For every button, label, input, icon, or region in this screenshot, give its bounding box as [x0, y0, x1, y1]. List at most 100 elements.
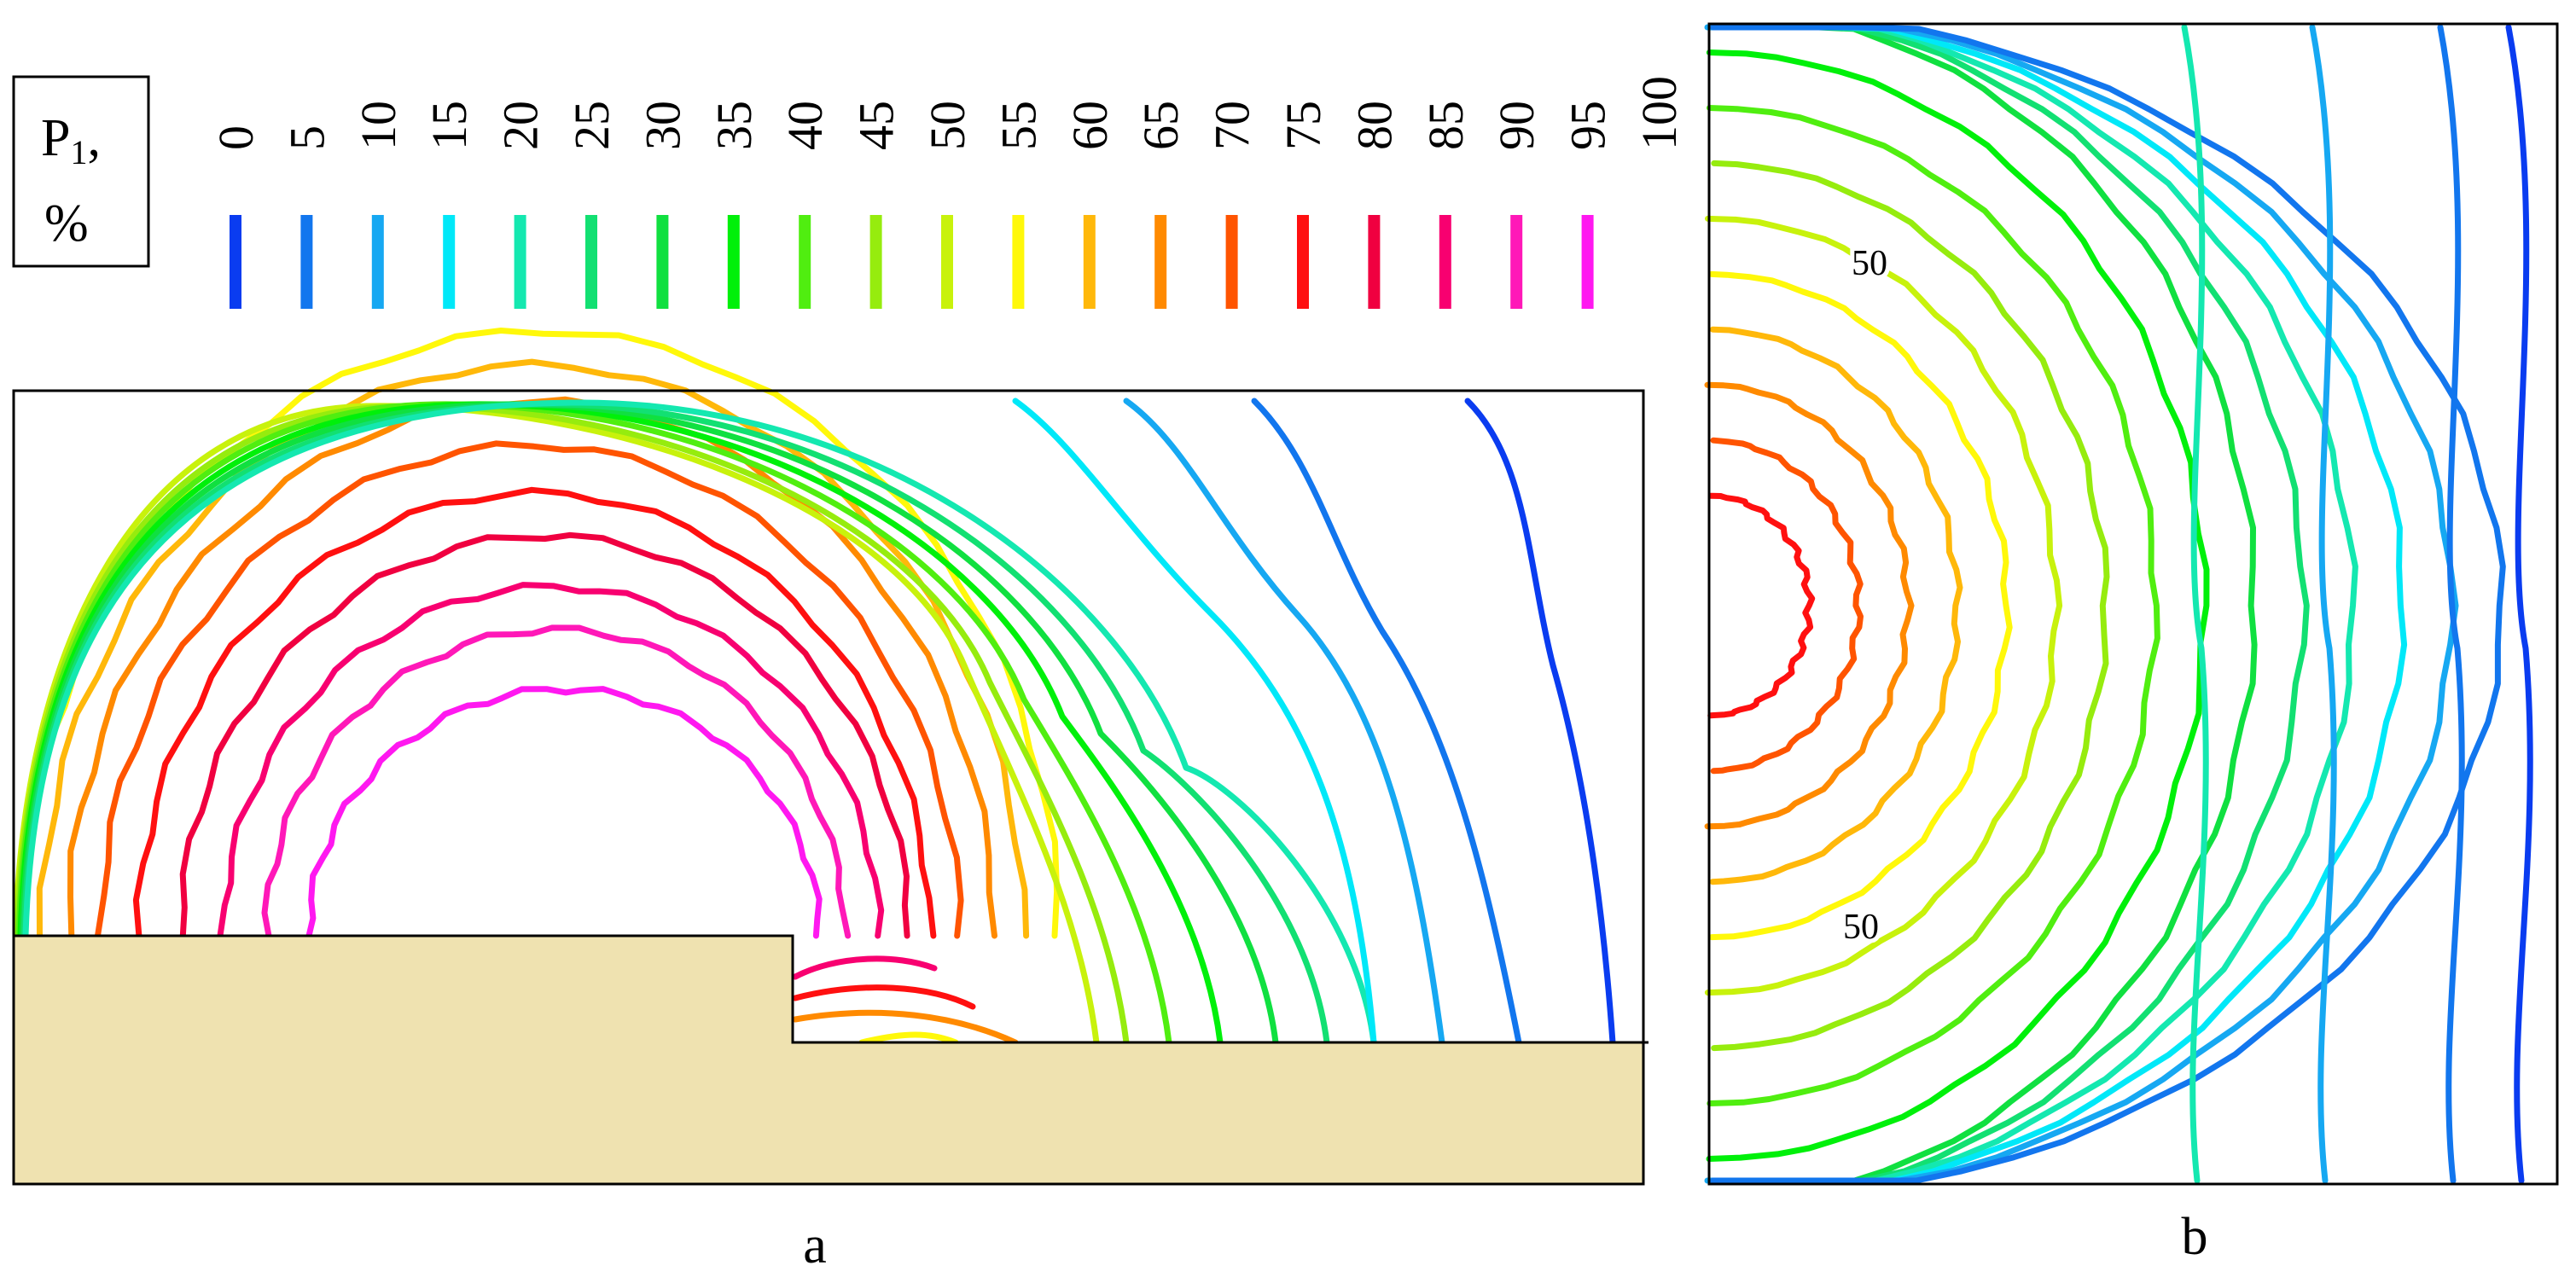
panel-b-border: [1707, 22, 2559, 1186]
panel-a-caption: a: [803, 1216, 827, 1274]
panel-a-contours: [12, 328, 1616, 1046]
legend-level-label: 5: [279, 125, 334, 150]
panel-a-contour-line: [132, 486, 937, 939]
legend-level-label: 15: [422, 101, 477, 150]
legend-level-label: 55: [991, 101, 1046, 150]
panel-a-contour-line: [17, 401, 1224, 1046]
legend-swatch: [656, 215, 669, 309]
legend-swatch: [443, 215, 456, 309]
panel-a-contour-line: [792, 1009, 1019, 1046]
legend-level-label: 90: [1489, 101, 1544, 150]
panel-a-contour-line: [14, 403, 1130, 1046]
panel-b-contour-line: [1708, 270, 2013, 941]
panel-b-contour-label-top: 50: [1852, 244, 1887, 283]
legend-swatch: [1439, 215, 1451, 309]
panel-a-contour-line: [305, 686, 823, 939]
panel-b-contour-line: [1707, 492, 1816, 719]
legend-level-label: 45: [849, 101, 904, 150]
panel-b-contour-line: [1710, 437, 1864, 775]
legend-swatch: [1297, 215, 1309, 309]
panel-a-contour-line: [12, 403, 1100, 1046]
panel-a-contour-line: [792, 955, 938, 980]
panel-b-frame: [1709, 24, 2557, 1184]
panel-b-contour-line: [2437, 24, 2465, 1184]
legend-swatch: [1581, 215, 1594, 309]
legend-title-main: P: [41, 109, 70, 167]
panel-b-contour-line: [1711, 160, 2110, 1052]
panel-a-contour-line: [858, 1031, 959, 1046]
panel-b-contour-line: [1710, 24, 2506, 1184]
panel-b-caption: b: [2182, 1208, 2208, 1266]
panel-a: a: [12, 328, 1649, 1274]
panel-b-contour-label-bottom: 50: [1843, 908, 1879, 947]
legend-swatch: [230, 215, 241, 309]
panel-b-contour-line: [1707, 24, 2358, 1184]
panel-b-contours: [1704, 24, 2533, 1184]
legend-swatch: [514, 215, 526, 309]
panel-a-contour-line: [792, 984, 976, 1010]
panel-a-contour-line: [19, 401, 1279, 1046]
legend-level-label: 70: [1205, 101, 1260, 150]
legend-level-label: 100: [1631, 76, 1687, 150]
legend-swatch: [1510, 215, 1523, 309]
panel-a-contour-line: [179, 531, 910, 939]
panel-b-contour-line: [2309, 24, 2337, 1184]
panel-a-contour-line: [261, 624, 852, 939]
panel-b: 50 50 b: [1704, 22, 2559, 1266]
legend-level-label: 60: [1062, 101, 1118, 150]
legend-swatch: [300, 215, 313, 309]
legend-swatch: [371, 215, 384, 309]
legend-swatch: [585, 215, 597, 309]
legend-level-label: 95: [1561, 101, 1616, 150]
legend-swatch: [941, 215, 953, 309]
legend-swatch: [869, 215, 882, 309]
legend-level-label: 20: [493, 101, 549, 150]
legend-swatch: [1083, 215, 1096, 309]
legend-level-label: 35: [707, 101, 762, 150]
legend-level-label: 50: [920, 101, 975, 150]
legend-swatch: [1012, 215, 1025, 309]
panel-b-contour-line: [1706, 49, 2210, 1162]
panel-b-contour-line: [2181, 24, 2209, 1184]
panel-a-contour-line: [1464, 398, 1616, 1046]
legend-items: 0 5 10 15 20 25 30 35 40 45 50 55 60 65 70 75 80 85 90 95 10…: [208, 76, 1687, 309]
legend-title: P1,: [41, 109, 101, 171]
panel-a-contour-line: [95, 440, 964, 939]
panel-b-contour-line: [1704, 215, 2063, 996]
panel-b-contour-line: [1704, 24, 2459, 1184]
legend: P1, % 0 5 10 15 20 25 30 35 40 45 50 55 60 65 70 75 80 85…: [12, 75, 1687, 309]
legend-level-label: 85: [1418, 101, 1474, 150]
legend-swatch: [1225, 215, 1238, 309]
legend-level-label: 65: [1133, 101, 1189, 150]
panel-b-contour-line: [1709, 326, 1963, 885]
panel-b-contour-line: [1710, 24, 2408, 1184]
panel-a-contour-line: [217, 582, 885, 939]
panel-a-border: [12, 389, 1645, 1186]
legend-swatch: [1154, 215, 1167, 309]
legend-title-sub: 1: [70, 133, 87, 171]
panel-a-contour-line: [1251, 398, 1522, 1046]
panel-b-contour-line: [1704, 381, 1915, 830]
legend-swatch: [727, 215, 740, 309]
legend-level-label: 80: [1346, 101, 1402, 150]
legend-level-label: 30: [635, 101, 690, 150]
panel-a-contour-line: [20, 401, 1330, 1046]
panel-a-contour-line: [1123, 398, 1445, 1046]
panel-b-contour-line: [1705, 24, 2310, 1184]
legend-swatch: [1368, 215, 1381, 309]
legend-level-label: 75: [1276, 101, 1331, 150]
legend-title-comma: ,: [87, 109, 101, 167]
legend-level-label: 40: [777, 101, 833, 150]
panel-b-contour-line: [1711, 24, 2258, 1184]
legend-swatch: [799, 215, 811, 309]
legend-level-label: 0: [208, 125, 264, 150]
panel-a-contour-line: [15, 401, 1172, 1046]
legend-level-label: 25: [564, 101, 619, 150]
panel-a-contour-line: [22, 399, 1377, 1046]
legend-title-box: [12, 75, 150, 268]
panel-a-contour-line: [1012, 398, 1377, 1046]
legend-level-label: 10: [351, 101, 406, 150]
panel-b-contour-line: [1707, 105, 2160, 1106]
legend-unit: %: [44, 194, 89, 252]
